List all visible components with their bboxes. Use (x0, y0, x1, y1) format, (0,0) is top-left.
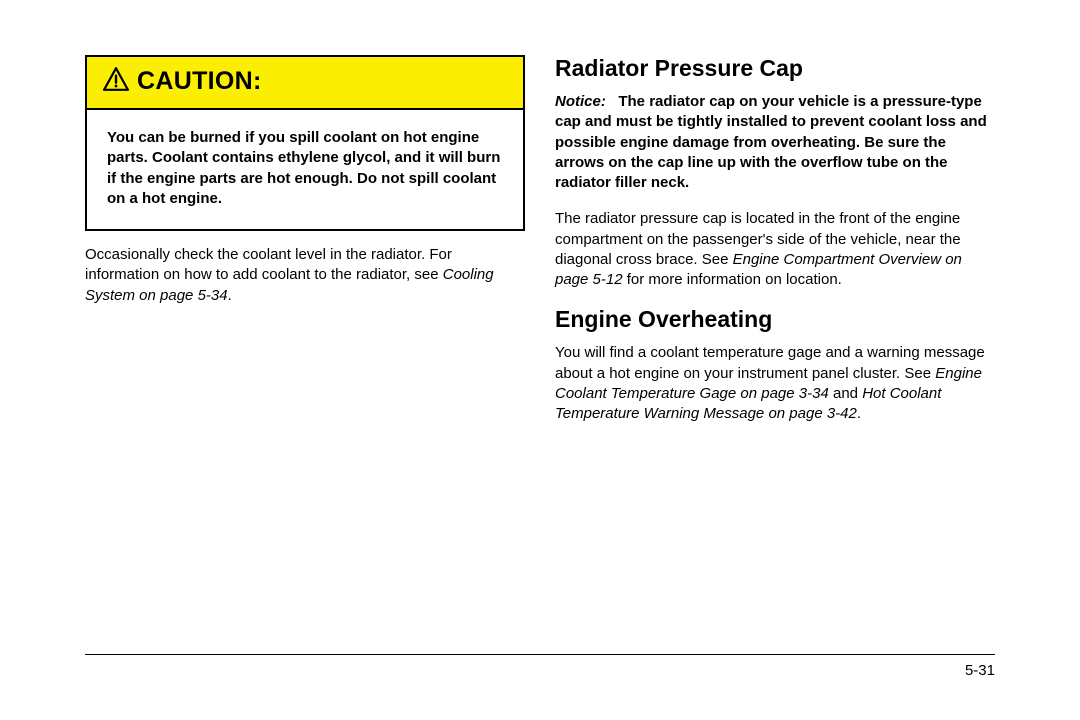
right-paragraph-3: You will find a coolant temperature gage… (555, 343, 995, 424)
left-paragraph-1: Occasionally check the coolant level in … (85, 245, 525, 306)
text-run: and (829, 385, 862, 402)
page-number: 5-31 (965, 662, 995, 679)
manual-page: CAUTION: You can be burned if you spill … (85, 55, 995, 685)
text-run (606, 93, 619, 110)
caution-callout: CAUTION: You can be burned if you spill … (85, 55, 525, 231)
text-run: Occasionally check the coolant level in … (85, 246, 452, 283)
section-heading-radiator-cap: Radiator Pressure Cap (555, 55, 995, 82)
notice-label: Notice: (555, 93, 606, 110)
left-column: CAUTION: You can be burned if you spill … (85, 55, 525, 440)
two-column-layout: CAUTION: You can be burned if you spill … (85, 55, 995, 440)
text-run: You will find a coolant temperature gage… (555, 344, 985, 381)
notice-paragraph: Notice: The radiator cap on your vehicle… (555, 92, 995, 193)
footer-rule (85, 654, 995, 655)
text-run: . (857, 405, 861, 422)
caution-title: CAUTION: (137, 67, 262, 96)
caution-header: CAUTION: (87, 57, 523, 110)
right-paragraph-2: The radiator pressure cap is located in … (555, 209, 995, 290)
caution-body-text: You can be burned if you spill coolant o… (87, 110, 523, 229)
notice-body: The radiator cap on your vehicle is a pr… (555, 93, 987, 191)
text-run: for more information on location. (623, 271, 842, 288)
section-heading-engine-overheating: Engine Overheating (555, 306, 995, 333)
text-run: . (228, 287, 232, 304)
warning-triangle-icon (103, 67, 137, 96)
right-column: Radiator Pressure Cap Notice: The radiat… (555, 55, 995, 440)
